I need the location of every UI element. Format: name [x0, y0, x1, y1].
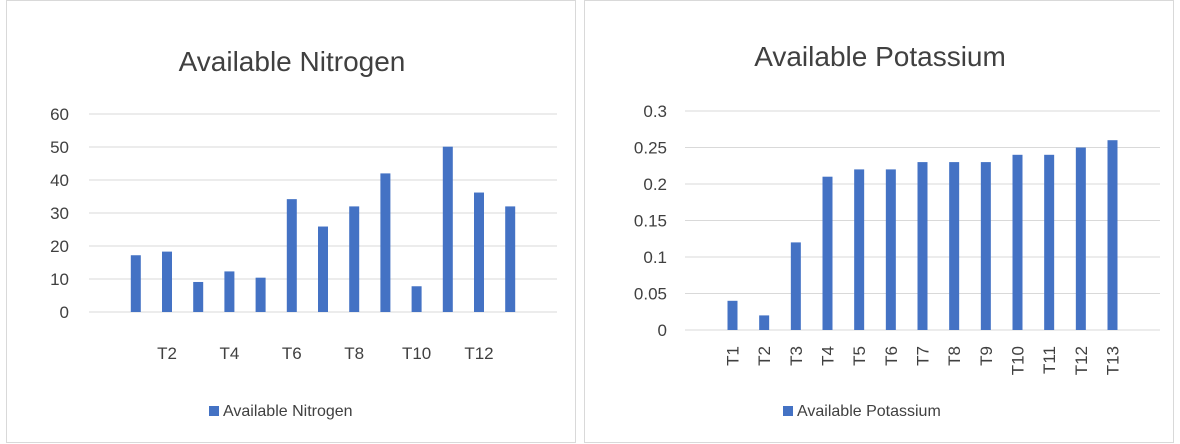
bar: [1012, 154, 1023, 330]
y-tick-label: 60: [50, 105, 69, 124]
bar: [255, 277, 266, 312]
x-tick-label: T2: [157, 344, 177, 363]
x-tick-label: T4: [219, 344, 239, 363]
bar: [130, 255, 141, 312]
bar: [790, 242, 801, 330]
bar: [949, 162, 960, 330]
bar: [1107, 140, 1118, 330]
x-tick-label: T6: [282, 344, 302, 363]
x-tick-label: T1: [724, 346, 743, 366]
bar: [727, 300, 738, 330]
potassium-chart: Available Potassium 00.050.10.150.20.250…: [634, 41, 1160, 420]
x-tick-labels: T1 T2 T3 T4 T5 T6 T7 T8 T9 T10 T11 T12 T13: [724, 346, 1123, 375]
y-tick-label: 10: [50, 270, 69, 289]
legend-label: Available Potassium: [797, 403, 941, 420]
x-tick-label: T2: [755, 346, 774, 366]
bar: [286, 199, 297, 312]
x-tick-label: T6: [882, 346, 901, 366]
chart-panel-nitrogen: Available Nitrogen 0 10 20 30 40 50 60 T2 T4 T6 T…: [6, 0, 576, 443]
y-tick-label: 20: [50, 237, 69, 256]
y-tick-label: 0: [658, 321, 667, 340]
bar: [505, 206, 516, 312]
bar: [980, 162, 991, 330]
y-tick-labels: 0 0.05 0.1 0.15 0.2 0.25 0.3: [634, 102, 667, 340]
x-tick-label: T5: [850, 346, 869, 366]
legend-label: Available Nitrogen: [223, 403, 353, 420]
x-tick-label: T12: [464, 344, 493, 363]
y-tick-label: 40: [50, 171, 69, 190]
bar: [1044, 154, 1055, 330]
bar: [854, 169, 865, 330]
x-tick-label: T10: [402, 344, 431, 363]
x-tick-label: T10: [1009, 346, 1028, 375]
x-tick-label: T11: [1040, 346, 1059, 374]
y-tick-label: 0.1: [643, 248, 667, 267]
bar: [318, 226, 328, 312]
bar: [1075, 147, 1086, 330]
x-tick-label: T4: [819, 346, 838, 366]
bars: [727, 140, 1118, 330]
x-tick-label: T8: [945, 346, 964, 366]
chart-title: Available Nitrogen: [179, 46, 406, 77]
x-tick-label: T9: [977, 346, 996, 366]
legend-swatch: [209, 406, 219, 416]
y-tick-label: 0.15: [634, 212, 667, 231]
y-tick-label: 0.25: [634, 139, 667, 158]
y-tick-label: 50: [50, 138, 69, 157]
bar: [917, 162, 928, 330]
chart-title: Available Potassium: [754, 41, 1006, 72]
x-tick-label: T8: [344, 344, 364, 363]
y-tick-label: 0.2: [643, 175, 667, 194]
x-tick-labels: T2 T4 T6 T8 T10 T12: [157, 344, 494, 363]
bars: [130, 146, 516, 312]
bar: [411, 286, 422, 312]
bar: [759, 315, 770, 330]
bar: [193, 281, 204, 312]
y-tick-label: 0: [60, 303, 69, 322]
chart-panel-potassium: Available Potassium 0 0.05 0.1 0.15 0.2 0.25 0…: [584, 0, 1174, 443]
bar: [162, 251, 172, 312]
x-tick-label: T12: [1072, 346, 1091, 375]
y-tick-label: 30: [50, 204, 69, 223]
bar: [474, 192, 484, 312]
bar: [885, 169, 896, 330]
y-tick-label: 0.05: [634, 285, 667, 304]
x-tick-label: T7: [914, 346, 933, 366]
y-tick-labels: 0 10 20 30 40 50 60: [50, 105, 69, 322]
x-tick-label: T13: [1104, 346, 1123, 375]
bar: [224, 271, 235, 312]
bar: [442, 146, 453, 312]
legend-swatch: [783, 406, 793, 416]
bar: [380, 173, 391, 312]
bar: [349, 206, 360, 312]
y-tick-label: 0.3: [643, 102, 667, 121]
x-tick-label: T3: [787, 346, 806, 366]
bar: [822, 176, 833, 330]
